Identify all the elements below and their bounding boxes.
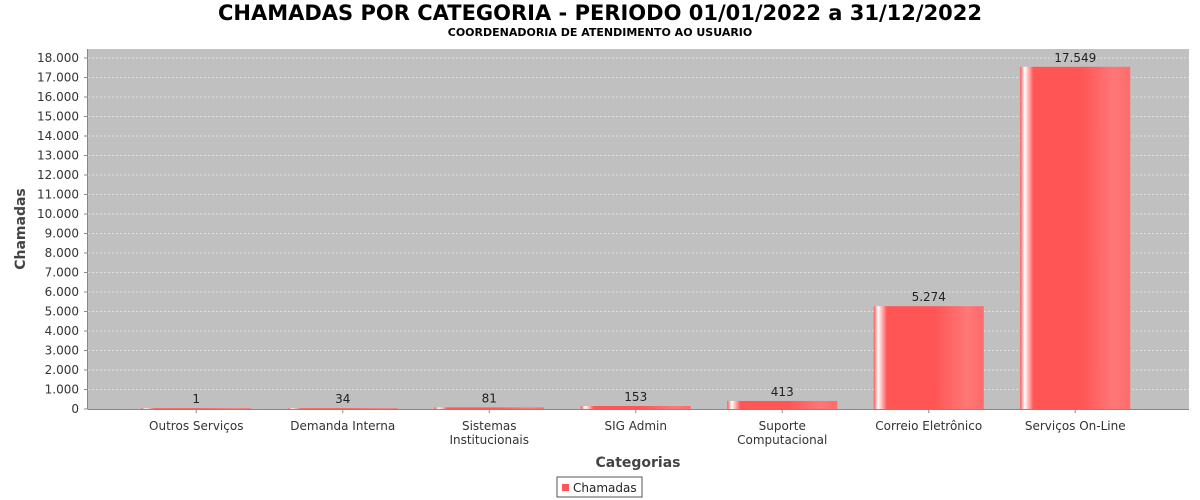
y-tick-label: 10.000 (37, 207, 79, 221)
y-tick-label: 8.000 (45, 246, 79, 260)
x-tick-label: Correio Eletrônico (875, 419, 982, 433)
legend-label-chamadas: Chamadas (573, 481, 637, 495)
y-tick-label: 9.000 (45, 227, 79, 241)
legend-box (556, 476, 643, 498)
y-tick-label: 18.000 (37, 51, 79, 65)
y-tick-label: 15.000 (37, 110, 79, 124)
plot-area (88, 49, 1189, 409)
chart-subtitle: COORDENADORIA DE ATENDIMENTO AO USUARIO (448, 26, 753, 39)
y-tick-label: 13.000 (37, 149, 79, 163)
y-tick-label: 17.000 (37, 71, 79, 85)
y-tick-label: 16.000 (37, 90, 79, 104)
y-axis-label: Chamadas (13, 188, 29, 270)
y-tick-label: 1.000 (45, 383, 79, 397)
bar (727, 400, 838, 409)
y-tick-label: 3.000 (45, 344, 79, 358)
x-tick-label: Institucionais (449, 433, 529, 447)
data-label: 5.274 (912, 290, 946, 304)
bar (580, 406, 691, 409)
bars (141, 66, 1131, 410)
x-tick-label: Sistemas (462, 419, 517, 433)
y-tick-label: 14.000 (37, 129, 79, 143)
data-label: 81 (482, 391, 497, 405)
y-tick-label: 6.000 (45, 285, 79, 299)
y-axis-ticks: 0 1.000 2.000 3.000 4.000 5.000 6.000 7.000 8.00… (37, 51, 88, 416)
y-tick-label: 12.000 (37, 168, 79, 182)
x-tick-label: Serviços On-Line (1025, 419, 1126, 433)
data-label: 17.549 (1054, 51, 1096, 65)
chart-title: CHAMADAS POR CATEGORIA - PERIODO 01/01/2… (218, 1, 982, 25)
y-tick-label: 11.000 (37, 188, 79, 202)
x-tick-label: Suporte (759, 419, 806, 433)
data-label: 1 (192, 392, 200, 406)
bar (873, 306, 984, 409)
bar (287, 408, 398, 409)
gridlines (88, 57, 1189, 390)
y-tick-label: 2.000 (45, 363, 79, 377)
value-labels: 1 34 81 153 413 5.274 17.549 (192, 51, 1096, 406)
data-label: 153 (624, 390, 647, 404)
x-tick-label: Demanda Interna (290, 419, 395, 433)
x-tick-label: Outros Serviços (149, 419, 243, 433)
x-tick-label: SIG Admin (604, 419, 667, 433)
y-tick-label: 7.000 (45, 266, 79, 280)
bar (141, 408, 252, 409)
x-axis-label: Categorias (595, 455, 680, 471)
x-tick-label: Computacional (737, 433, 827, 447)
bar (434, 407, 545, 409)
y-tick-label: 4.000 (45, 324, 79, 338)
data-label: 34 (335, 392, 350, 406)
legend-swatch (562, 484, 569, 491)
x-axis-ticks: Outros Serviços Demanda Interna SistemasIn… (149, 409, 1126, 447)
data-label: 413 (771, 385, 794, 399)
y-tick-label: 5.000 (45, 305, 79, 319)
y-tick-label: 0 (71, 402, 79, 416)
bar (1020, 66, 1131, 410)
legend: Chamadas (556, 476, 643, 498)
